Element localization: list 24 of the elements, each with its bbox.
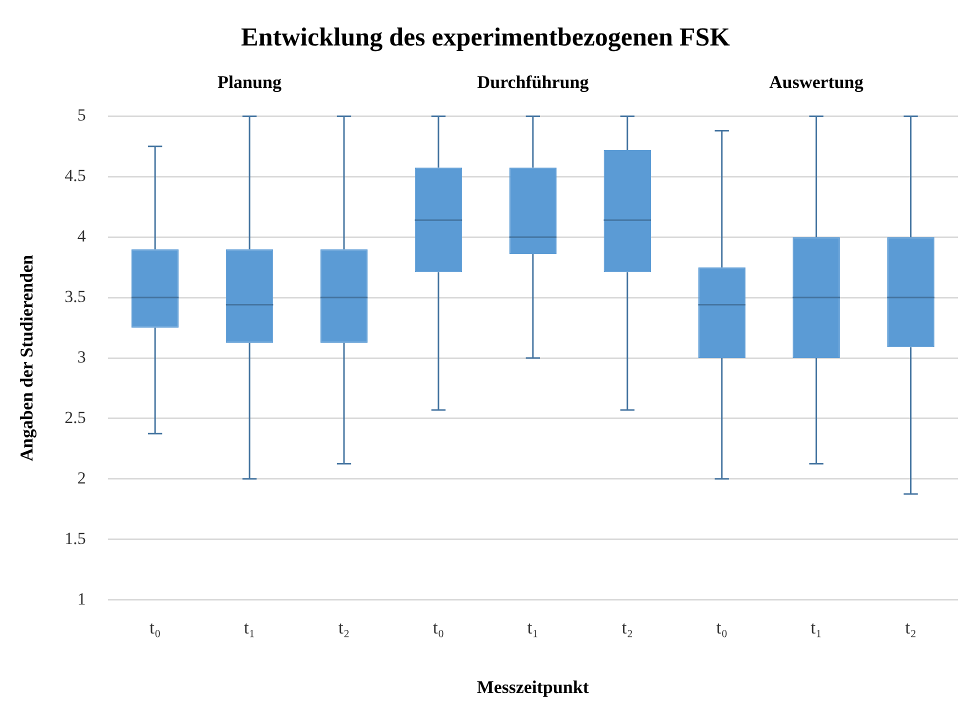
y-axis-title: Angaben der Studierenden	[16, 254, 36, 462]
text: Durchführung	[477, 72, 589, 92]
y-tick-label: 4.5	[64, 166, 86, 186]
x-tick-label: t₀	[716, 617, 728, 638]
x-tick-label: t₂	[622, 617, 634, 638]
x-tick-label: t₂	[905, 617, 916, 638]
y-tick-label: 3	[77, 347, 86, 366]
y-tick-label: 4	[77, 226, 86, 246]
y-tick-label: 2.5	[64, 408, 86, 427]
y-tick-label: 1	[77, 589, 86, 608]
x-tick-label: t₀	[432, 617, 444, 638]
x-tick-label: t₀	[149, 617, 161, 638]
y-tick-label: 1.5	[64, 528, 86, 548]
x-tick-label: t₁	[244, 617, 256, 638]
x-tick-label: t₁	[527, 617, 539, 638]
y-tick-label: 2	[77, 468, 86, 488]
chart-title: Entwicklung des experimentbezogenen FSK	[241, 22, 731, 52]
text: Auswertung	[769, 72, 864, 92]
x-axis-title: Messzeitpunkt	[476, 676, 589, 697]
x-tick-label: t₁	[810, 617, 822, 638]
x-tick-label: t₂	[338, 617, 350, 638]
y-tick-label: 3.5	[64, 287, 86, 306]
y-tick-label: 5	[77, 106, 86, 125]
text: Planung	[218, 72, 282, 92]
